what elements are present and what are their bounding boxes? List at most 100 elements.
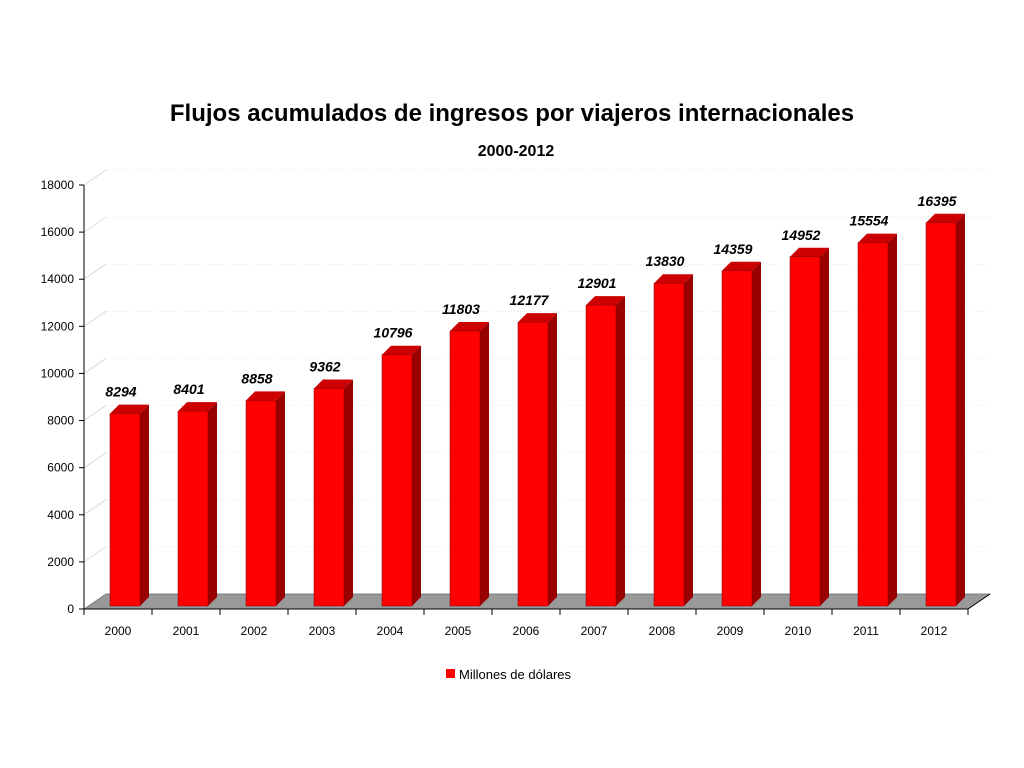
y-tick-label: 12000 [41,319,75,333]
bar [109,404,149,607]
bar-top [586,296,625,306]
bar [517,313,557,607]
bar [857,233,897,607]
gridline-diagonal [83,311,107,327]
y-tick-label: 2000 [47,555,74,569]
bar [585,296,625,607]
bar [653,274,693,607]
y-tick-label: 14000 [41,272,75,286]
bar-top [518,313,557,323]
x-tick-label: 2000 [105,624,132,638]
bar-front [857,242,889,607]
x-tick-label: 2002 [241,624,268,638]
bar-front [789,256,821,607]
y-tick-label: 8000 [47,414,74,428]
bar-top [246,391,285,401]
bar-front [381,354,413,607]
bar [245,391,285,607]
bar-side [616,296,625,606]
bar-top [722,261,761,271]
bar-top [926,213,965,223]
axes: 0 2000 4000 6000 8000 10000 12000 14000 16000 180… [41,178,991,638]
bar-side [276,391,285,606]
bar [381,345,421,607]
data-label: 15554 [850,213,889,229]
x-tick-label: 2005 [445,624,472,638]
bar-side [208,402,217,606]
legend: Millones de dólares [446,667,572,682]
gridline-diagonal [83,499,107,516]
data-label: 10796 [374,325,413,341]
x-tick-label: 2003 [309,624,336,638]
bar-top [382,345,421,355]
x-tick-label: 2006 [513,624,540,638]
bar-side [956,213,965,606]
bar-front [313,388,345,607]
bar-front [449,330,481,607]
data-label: 9362 [309,358,340,374]
x-axis-depth-line [967,593,991,610]
bar [721,261,761,607]
bars [109,213,965,607]
bar-front [653,282,685,607]
chart-title: Flujos acumulados de ingresos por viajer… [170,100,854,127]
bar-side [752,261,761,606]
bar-front [109,413,141,607]
data-label: 8401 [173,381,204,397]
gridline-diagonal [83,546,107,563]
y-tick-label: 18000 [41,178,75,192]
data-label: 13830 [646,253,685,269]
gridline-diagonal [83,263,107,280]
bar-side [412,345,421,606]
bar-front [177,410,209,607]
bar-front [925,222,957,607]
legend-label: Millones de dólares [459,667,572,682]
bar-side [480,321,489,606]
y-tick-label: 0 [67,602,74,616]
legend-swatch [446,669,455,678]
bar-top [178,402,217,412]
bar-top [450,321,489,331]
x-tick-label: 2004 [377,624,404,638]
x-tick-label: 2007 [581,624,608,638]
y-tick-label: 10000 [41,366,75,380]
data-labels: 8294 8401 8858 9362 10796 11803 12177 12901 1383… [105,193,956,400]
y-tick-label: 6000 [47,461,74,475]
bar-front [517,321,549,607]
data-label: 12901 [578,275,617,291]
bar-front [721,270,753,607]
bar-side [548,313,557,606]
bar-top [110,404,149,414]
bar-side [344,379,353,606]
bar-side [140,404,149,606]
bar-top [654,274,693,284]
bar-top [858,233,897,243]
bar [789,247,829,607]
y-tick-label: 16000 [41,225,75,239]
bar-top [314,379,353,389]
bar-front [585,304,617,607]
data-label: 12177 [510,292,550,308]
x-tick-label: 2008 [649,624,676,638]
bar [177,402,217,607]
x-tick-label: 2001 [173,624,200,638]
bar-side [888,233,897,606]
y-tick-label: 4000 [47,508,74,522]
bar [449,321,489,607]
data-label: 11803 [442,301,480,317]
bar-front [245,400,277,607]
gridline-diagonal [83,216,107,233]
data-label: 16395 [918,193,957,209]
gridline-diagonal [83,452,107,468]
data-label: 14359 [714,241,753,257]
bar [313,379,353,607]
data-label: 8294 [105,384,136,400]
chart-subtitle: 2000-2012 [478,143,555,160]
bar-side [684,274,693,606]
data-label: 8858 [241,370,272,386]
data-label: 14952 [782,227,821,243]
x-tick-label: 2010 [785,624,812,638]
bar [925,213,965,607]
x-tick-label: 2011 [853,624,879,638]
